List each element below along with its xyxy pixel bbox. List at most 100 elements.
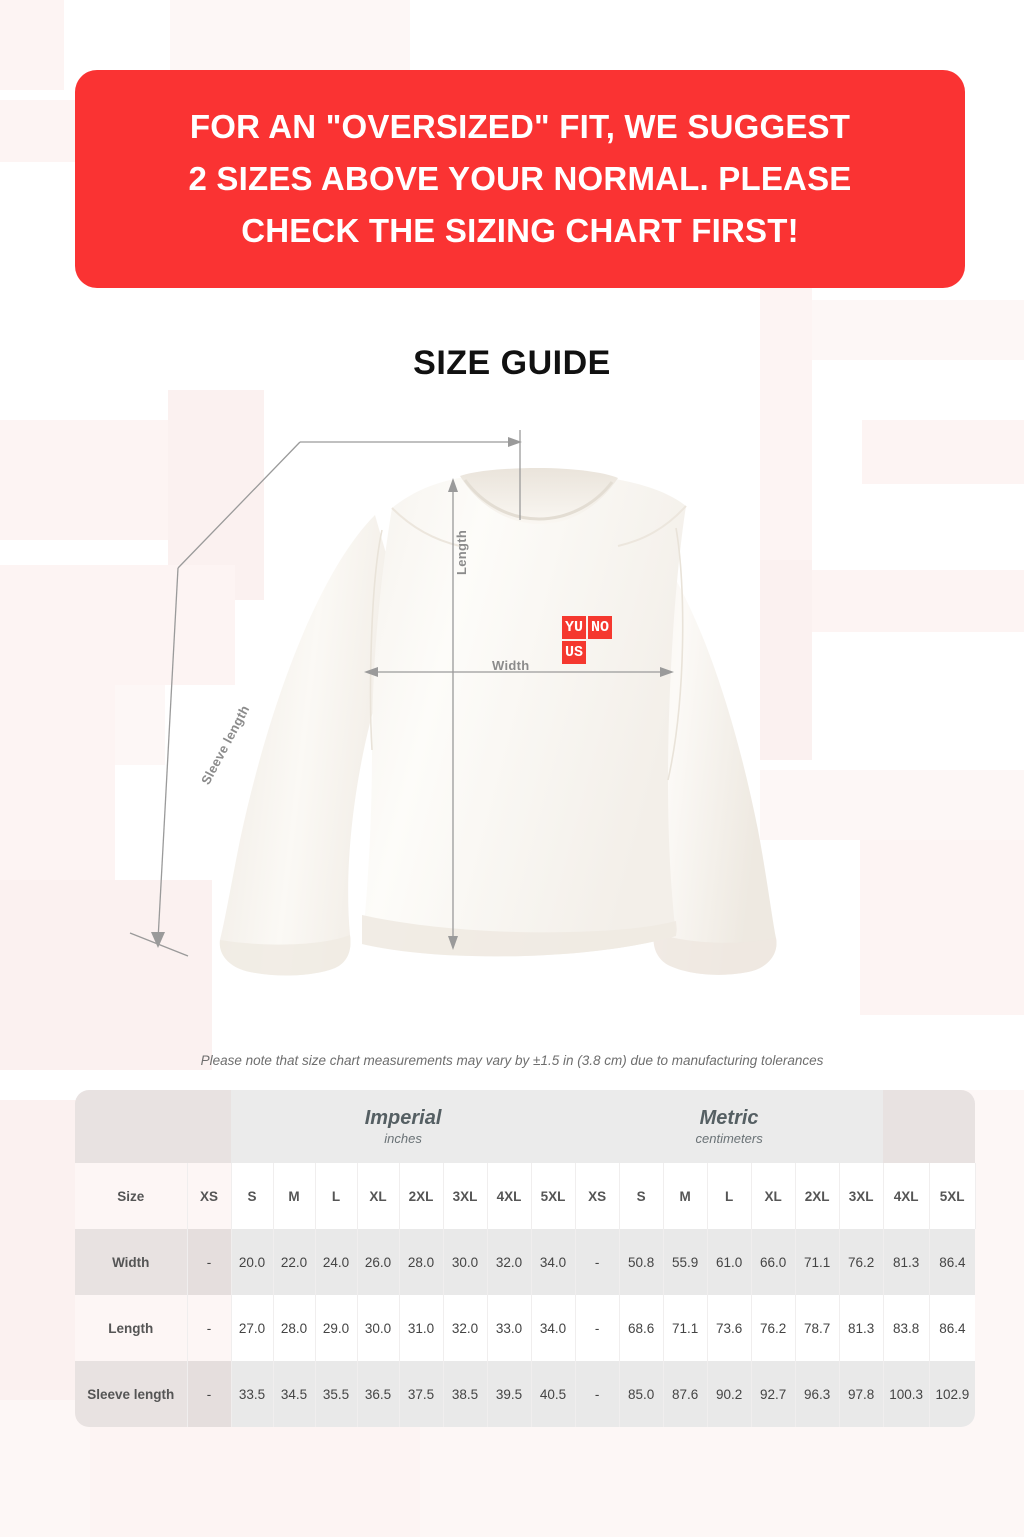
width-imperial-xl: 26.0: [357, 1229, 400, 1295]
size-chart-table-wrapper: Imperial inches Metric centimeters Size …: [75, 1090, 976, 1427]
left-cuff: [219, 935, 351, 976]
sleeve-imperial-m: 34.5: [273, 1361, 316, 1427]
logo-cell-yu: YU: [562, 616, 586, 639]
unit-gap-cell-left: [187, 1090, 231, 1163]
table-row: Width - 20.0 22.0 24.0 26.0 28.0 30.0 32…: [75, 1229, 976, 1295]
width-metric-2xl: 71.1: [795, 1229, 840, 1295]
unit-cell-imperial: Imperial inches: [231, 1090, 576, 1163]
length-metric-xs: -: [575, 1295, 620, 1361]
header-metric-5xl: 5XL: [929, 1163, 976, 1229]
metric-name: Metric: [699, 1106, 759, 1129]
right-cuff: [653, 932, 777, 975]
unit-corner-cell-right: [929, 1090, 976, 1163]
bg-shape: [860, 840, 1024, 1015]
length-metric-s: 68.6: [619, 1295, 664, 1361]
row-label-length: Length: [75, 1295, 188, 1361]
sleeve-guide-endcap: [129, 932, 189, 957]
brand-logo: YU NO US: [562, 616, 612, 689]
width-metric-xs: -: [575, 1229, 620, 1295]
garment-diagram: Length Width Sleeve length YU NO US: [120, 420, 910, 1030]
unit-gap-cell-right: [883, 1090, 930, 1163]
width-metric-l: 61.0: [707, 1229, 752, 1295]
length-metric-3xl: 81.3: [839, 1295, 884, 1361]
size-header-row: Size XS S M L XL 2XL 3XL 4XL 5XL XS S M …: [75, 1163, 976, 1229]
left-body-seam: [369, 529, 383, 751]
banner-line-2: 2 SIZES ABOVE YOUR NORMAL. PLEASE: [188, 160, 852, 197]
length-imperial-s: 27.0: [231, 1295, 274, 1361]
unit-header-row: Imperial inches Metric centimeters: [75, 1090, 976, 1163]
width-metric-5xl: 86.4: [929, 1229, 976, 1295]
sleeve-metric-4xl: 100.3: [883, 1361, 930, 1427]
size-chart-table: Imperial inches Metric centimeters Size …: [75, 1090, 976, 1427]
bg-shape: [0, 880, 212, 1070]
width-imperial-4xl: 32.0: [487, 1229, 532, 1295]
header-imperial-xl: XL: [357, 1163, 400, 1229]
length-metric-m: 71.1: [663, 1295, 708, 1361]
banner-line-3: CHECK THE SIZING CHART FIRST!: [241, 212, 799, 249]
width-imperial-l: 24.0: [315, 1229, 358, 1295]
banner-line-1: FOR AN "OVERSIZED" FIT, WE SUGGEST: [189, 108, 851, 145]
logo-cell-us: US: [562, 641, 586, 664]
measurement-disclaimer: Please note that size chart measurements…: [200, 1053, 824, 1068]
sleeve-metric-2xl: 96.3: [795, 1361, 840, 1427]
header-metric-m: M: [663, 1163, 708, 1229]
sleeve-imperial-4xl: 39.5: [487, 1361, 532, 1427]
table-row: Length - 27.0 28.0 29.0 30.0 31.0 32.0 3…: [75, 1295, 976, 1361]
header-imperial-xs: XS: [187, 1163, 232, 1229]
header-imperial-m: M: [273, 1163, 316, 1229]
metric-sub: centimeters: [695, 1130, 763, 1146]
length-imperial-xs: -: [187, 1295, 232, 1361]
sleeve-arrow-right: [508, 437, 522, 447]
bg-shape: [760, 560, 812, 760]
header-imperial-s: S: [231, 1163, 274, 1229]
bg-shape: [812, 300, 1024, 360]
width-metric-s: 50.8: [619, 1229, 664, 1295]
sleeve-imperial-l: 35.5: [315, 1361, 358, 1427]
sweatshirt-body: [362, 472, 686, 957]
imperial-name: Imperial: [364, 1106, 442, 1129]
row-label-sleeve-length: Sleeve length: [75, 1361, 188, 1427]
width-imperial-3xl: 30.0: [443, 1229, 488, 1295]
sleeve-guide-diagonal-lower: [157, 567, 179, 941]
sleeve-metric-5xl: 102.9: [929, 1361, 976, 1427]
header-imperial-2xl: 2XL: [399, 1163, 444, 1229]
header-imperial-5xl: 5XL: [531, 1163, 576, 1229]
unit-cell-metric: Metric centimeters: [575, 1090, 884, 1163]
width-metric-4xl: 81.3: [883, 1229, 930, 1295]
length-imperial-3xl: 32.0: [443, 1295, 488, 1361]
sleeve-metric-xs: -: [575, 1361, 620, 1427]
sleeve-imperial-2xl: 37.5: [399, 1361, 444, 1427]
sweatshirt-illustration: [129, 430, 777, 976]
size-header-label: Size: [75, 1163, 188, 1229]
sleeve-metric-l: 90.2: [707, 1361, 752, 1427]
length-arrow-top: [448, 478, 458, 492]
header-imperial-l: L: [315, 1163, 358, 1229]
width-metric-m: 55.9: [663, 1229, 708, 1295]
sleeve-guide-diagonal-upper: [177, 441, 301, 569]
length-imperial-xl: 30.0: [357, 1295, 400, 1361]
bg-shape: [812, 570, 1024, 632]
header-metric-l: L: [707, 1163, 752, 1229]
length-imperial-l: 29.0: [315, 1295, 358, 1361]
header-metric-3xl: 3XL: [839, 1163, 884, 1229]
right-body-seam: [667, 527, 684, 781]
width-metric-xl: 66.0: [751, 1229, 796, 1295]
header-metric-xs: XS: [575, 1163, 620, 1229]
length-imperial-5xl: 34.0: [531, 1295, 576, 1361]
width-arrow-right: [660, 667, 674, 677]
sleeve-imperial-xl: 36.5: [357, 1361, 400, 1427]
oversized-fit-banner: FOR AN "OVERSIZED" FIT, WE SUGGEST 2 SIZ…: [75, 70, 965, 288]
width-imperial-s: 20.0: [231, 1229, 274, 1295]
length-imperial-4xl: 33.0: [487, 1295, 532, 1361]
bg-shape: [90, 1420, 420, 1537]
page-title: SIZE GUIDE: [413, 344, 611, 382]
sleeve-imperial-3xl: 38.5: [443, 1361, 488, 1427]
left-sleeve: [219, 515, 405, 976]
sleeve-imperial-s: 33.5: [231, 1361, 274, 1427]
sleeve-imperial-5xl: 40.5: [531, 1361, 576, 1427]
length-metric-xl: 76.2: [751, 1295, 796, 1361]
sleeve-arrow-bottom: [151, 932, 165, 948]
imperial-sub: inches: [384, 1130, 422, 1146]
table-row: Sleeve length - 33.5 34.5 35.5 36.5 37.5…: [75, 1361, 976, 1427]
length-metric-l: 73.6: [707, 1295, 752, 1361]
